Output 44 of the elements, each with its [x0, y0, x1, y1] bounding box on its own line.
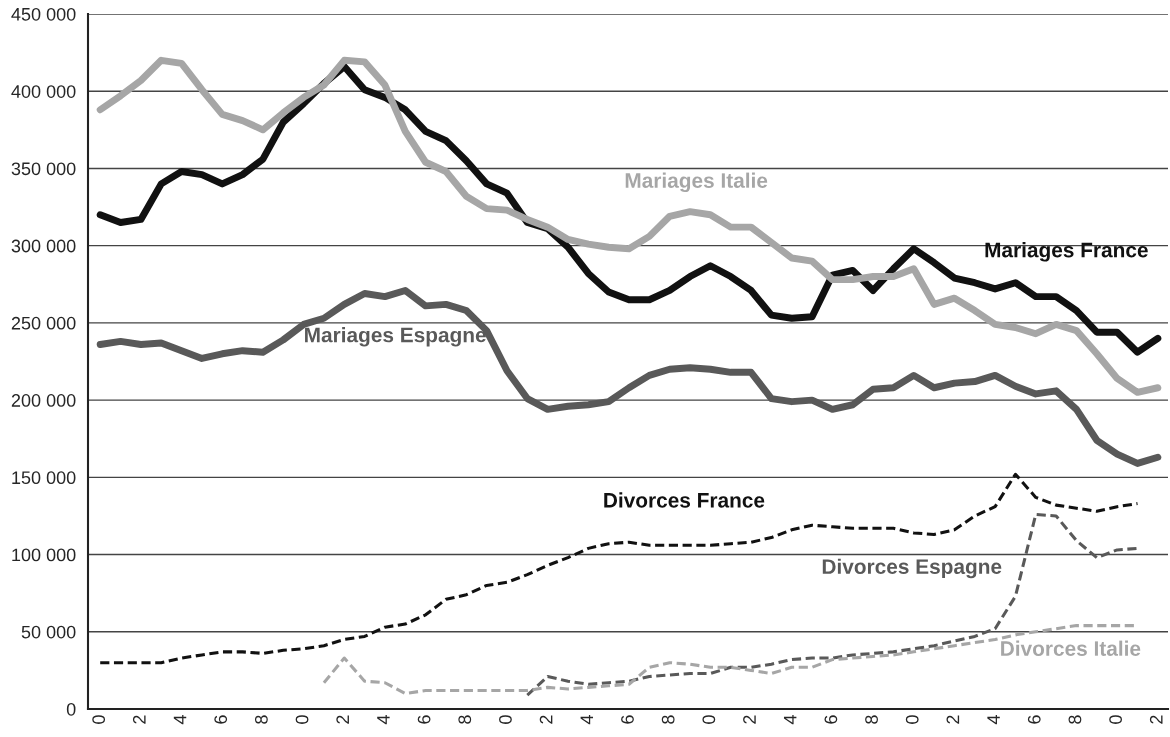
x-tick-label: 8 [661, 715, 675, 724]
x-tick-label: 0 [295, 715, 309, 724]
x-tick-label: 6 [417, 715, 431, 724]
series-label: Divorces France [604, 492, 765, 508]
x-tick-label: 4 [580, 715, 594, 725]
series-label: Divorces Espagne [822, 558, 1002, 579]
x-tick-label: 4 [377, 715, 390, 725]
series-label: Mariages Espagne [305, 327, 486, 347]
x-tick-label: 2 [539, 715, 553, 724]
line-series [525, 512, 1140, 697]
x-tick-label: 2 [946, 715, 960, 724]
x-tick-label: 2 [1149, 715, 1163, 724]
x-tick-label: 6 [824, 715, 838, 724]
y-tick-label: 400 000 [11, 85, 76, 98]
y-tick-label: 300 000 [11, 239, 76, 253]
y-tick-label: 100 000 [12, 548, 76, 562]
x-tick-label: 2 [336, 715, 349, 724]
x-tick-label: 8 [458, 715, 472, 724]
x-tick-label: 2 [132, 715, 146, 724]
y-tick-label: 350 000 [11, 162, 76, 176]
x-tick-label: 6 [214, 715, 228, 724]
y-tick-label: 50 000 [21, 625, 76, 639]
x-tick-label: 0 [92, 715, 106, 724]
x-tick-label: 0 [499, 715, 512, 724]
x-tick-label: 0 [905, 715, 919, 724]
series-label: Mariages Italie [625, 172, 768, 193]
y-tick-label: 450 000 [11, 7, 76, 21]
x-tick-label: 6 [1027, 715, 1041, 724]
series-label: Divorces Italie [1001, 640, 1141, 656]
x-tick-label: 0 [1109, 715, 1122, 724]
x-tick-label: 4 [783, 715, 797, 725]
series-label: Mariages France [985, 242, 1148, 262]
x-tick-label: 2 [743, 715, 756, 724]
x-tick-label: 4 [987, 715, 1000, 725]
x-tick-label: 8 [1068, 715, 1082, 724]
x-tick-label: 0 [702, 715, 716, 724]
x-tick-label: 8 [865, 715, 878, 724]
y-tick-label: 200 000 [11, 394, 76, 407]
x-tick-label: 6 [621, 715, 634, 724]
y-tick-label: 250 000 [11, 316, 76, 330]
x-tick-label: 8 [254, 715, 268, 724]
y-tick-label: 150 000 [12, 471, 76, 485]
x-tick-label: 4 [173, 715, 187, 725]
line-series [98, 472, 1140, 665]
